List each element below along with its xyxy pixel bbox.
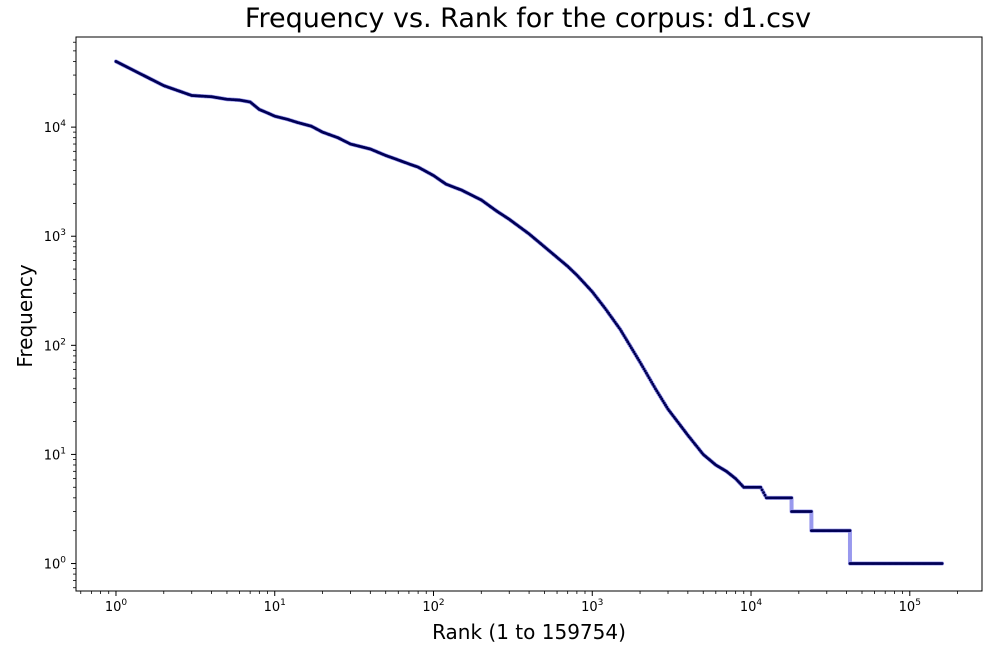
data-point	[645, 371, 648, 375]
data-point	[657, 393, 661, 397]
data-point	[665, 405, 669, 409]
data-point	[646, 374, 650, 377]
data-point	[940, 562, 944, 565]
data-point	[762, 491, 765, 494]
x-tick-label: 103	[581, 598, 603, 615]
data-point	[662, 401, 666, 405]
data-point	[642, 367, 646, 371]
data-point	[632, 350, 636, 354]
y-tick-label: 104	[44, 119, 67, 136]
data-point	[631, 348, 635, 352]
data-point	[629, 346, 633, 350]
data-point	[628, 344, 632, 348]
data-point	[652, 385, 656, 388]
data-point	[848, 529, 852, 533]
data-point	[636, 356, 639, 360]
data-point	[618, 327, 622, 331]
data-point	[651, 382, 655, 386]
data-point	[664, 403, 667, 407]
y-tick-label: 103	[44, 228, 66, 245]
data-point	[643, 369, 647, 373]
data-point	[654, 387, 657, 391]
data-point	[634, 354, 638, 358]
data-point	[633, 352, 637, 356]
data-point	[661, 399, 665, 403]
y-tick-label: 101	[44, 446, 66, 463]
axis-ticks: 100 101 102 103 104 105 100 101 102 103 104	[44, 41, 958, 615]
data-point	[637, 358, 641, 362]
data-point	[659, 395, 662, 399]
data-point	[639, 363, 643, 366]
data-point	[622, 334, 626, 337]
data-point	[638, 360, 642, 364]
data-point	[623, 336, 627, 339]
data-point	[650, 380, 653, 384]
data-point	[759, 485, 763, 489]
y-tick-label: 102	[44, 337, 66, 354]
data-point	[763, 493, 767, 497]
x-tick-label: 100	[105, 598, 128, 615]
data-point	[656, 391, 660, 395]
data-point	[641, 365, 645, 369]
chart-title: Frequency vs. Rank for the corpus: d1.cs…	[245, 3, 811, 34]
data-point	[648, 378, 652, 382]
x-tick-label: 102	[422, 598, 444, 615]
data-point	[790, 496, 793, 500]
data-point	[620, 330, 623, 333]
data-point	[625, 338, 628, 342]
data-point	[660, 397, 664, 401]
data-point	[626, 340, 630, 344]
plot-area	[113, 59, 945, 566]
x-tick-label: 105	[899, 598, 921, 615]
data-point	[655, 389, 659, 393]
y-axis-label: Frequency	[13, 264, 37, 367]
data-point	[760, 488, 764, 492]
x-axis-label: Rank (1 to 159754)	[432, 620, 626, 644]
y-tick-label: 100	[44, 556, 67, 573]
data-point	[809, 510, 813, 513]
data-point	[627, 342, 631, 346]
data-point	[647, 376, 651, 380]
x-tick-label: 104	[740, 598, 763, 615]
data-point	[621, 332, 625, 335]
x-tick-label: 101	[264, 598, 286, 615]
